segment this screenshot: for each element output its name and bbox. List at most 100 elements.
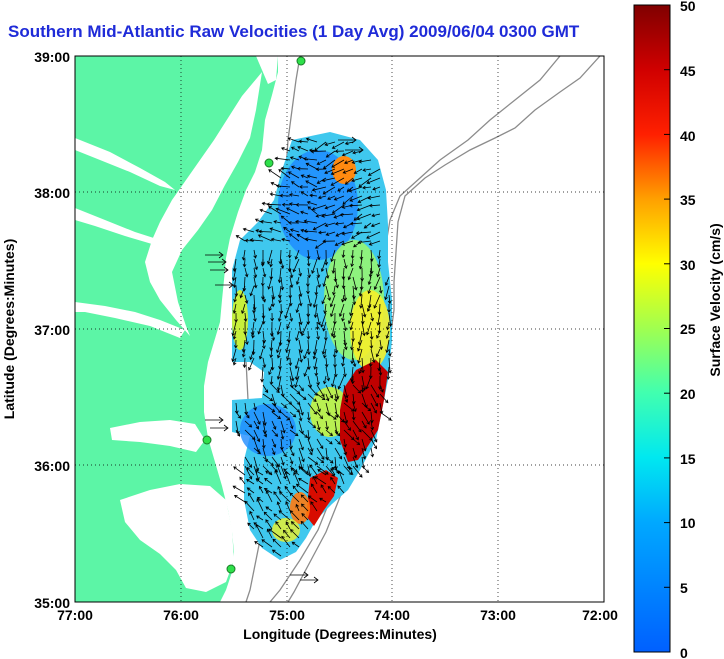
current-vector [306, 411, 311, 421]
current-vector [290, 467, 300, 476]
current-vector [305, 162, 318, 170]
current-vector [276, 366, 282, 380]
pamlico-sound [120, 484, 234, 592]
map-frame [74, 55, 605, 603]
current-vector [280, 447, 287, 458]
current-vector [289, 228, 300, 233]
current-vector [242, 258, 247, 268]
current-vector [316, 402, 321, 413]
current-vector [368, 267, 373, 278]
current-vector [316, 276, 321, 288]
current-vector [298, 466, 309, 476]
current-vector [385, 330, 390, 339]
current-vector [300, 210, 309, 215]
current-vector [385, 339, 390, 354]
x-tick-label: 75:00 [269, 607, 305, 623]
current-vector [343, 456, 351, 470]
current-vector [322, 186, 336, 195]
current-vector [313, 303, 318, 319]
current-vector [253, 411, 261, 425]
current-vector [279, 303, 284, 315]
current-vector [312, 222, 327, 231]
current-vector [306, 174, 318, 179]
current-vector [232, 357, 237, 366]
current-vector [253, 258, 258, 271]
current-vector [361, 438, 367, 452]
current-vector [298, 447, 305, 463]
current-vector [368, 357, 373, 368]
current-vector [286, 348, 291, 361]
current-vector [316, 456, 325, 464]
current-vector [248, 492, 255, 503]
current-vector [343, 438, 347, 448]
current-vector [295, 202, 309, 207]
current-vector [370, 222, 381, 228]
current-vector [289, 411, 297, 418]
current-vector [298, 155, 309, 161]
current-vector [241, 249, 246, 261]
current-vector [306, 258, 311, 267]
current-vector [233, 339, 238, 349]
current-vector [359, 249, 364, 261]
current-vector [298, 478, 309, 485]
current-vector [350, 339, 354, 351]
current-vector [349, 221, 363, 226]
current-vector [323, 303, 328, 315]
current-vector [342, 366, 347, 378]
current-vector [332, 285, 336, 296]
current-vector [373, 276, 381, 291]
current-vector [305, 137, 318, 143]
current-vector [345, 146, 364, 154]
current-vector [279, 193, 291, 198]
current-vector [289, 529, 300, 539]
current-vector [334, 393, 338, 402]
current-vector [278, 294, 282, 304]
current-vector [344, 177, 354, 185]
current-vector [275, 184, 291, 188]
current-vector [334, 276, 339, 289]
x-tick-label: 77:00 [57, 607, 93, 623]
current-vector [306, 330, 311, 340]
current-vector [306, 312, 311, 325]
y-tick-label: 38:00 [34, 185, 70, 201]
map-plot-area [75, 56, 604, 602]
current-vector [289, 366, 295, 382]
current-vector [304, 237, 318, 242]
current-vector [267, 249, 273, 265]
current-vector [303, 219, 318, 224]
current-vector [324, 222, 336, 227]
current-vector [370, 402, 377, 414]
current-vector [253, 267, 258, 279]
colorbar-tick-label: 30 [680, 257, 696, 273]
current-vector [307, 438, 314, 453]
current-vector [321, 294, 327, 305]
current-vector [325, 438, 333, 445]
current-vector [234, 285, 239, 297]
current-vector [283, 529, 291, 539]
current-vector [288, 357, 293, 367]
current-vector [352, 150, 363, 155]
current-vector [325, 411, 337, 420]
current-vector [343, 285, 348, 302]
current-vector [358, 366, 363, 375]
current-vector [253, 249, 257, 259]
current-vector [338, 470, 345, 485]
current-vector [343, 321, 348, 332]
current-vector [232, 485, 246, 494]
current-vector [341, 249, 346, 259]
current-vector [300, 494, 309, 503]
current-vector [301, 321, 309, 337]
current-vector [369, 411, 374, 424]
current-vector [361, 447, 367, 460]
current-vector [352, 402, 357, 413]
current-vector [343, 402, 355, 412]
current-vector [330, 168, 345, 176]
current-vector [231, 321, 237, 337]
current-vector [316, 465, 329, 475]
current-vector [271, 549, 282, 557]
current-vector [271, 420, 277, 430]
current-vector [280, 258, 285, 270]
current-vector [324, 141, 336, 147]
colorbar-tick-label: 10 [680, 515, 696, 531]
radar-station-marker [264, 158, 274, 168]
